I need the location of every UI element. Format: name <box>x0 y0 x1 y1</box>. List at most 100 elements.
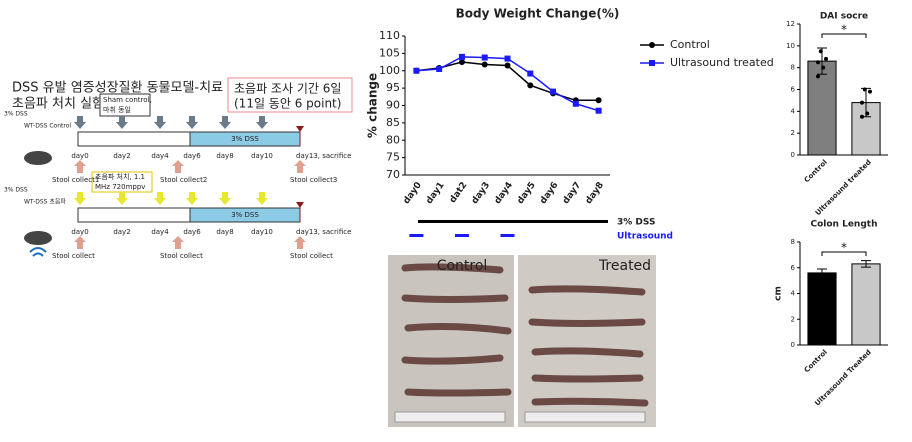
ultrasound-dash <box>500 234 515 237</box>
point <box>527 82 534 89</box>
y-axis-label: cm <box>774 286 784 301</box>
x-tick-label: day0 <box>402 180 424 206</box>
point <box>458 53 465 60</box>
dose-arrow <box>116 192 128 205</box>
y-tick-label: 2 <box>791 129 795 137</box>
point <box>413 67 420 74</box>
dose-arrow <box>74 192 86 205</box>
y-tick-label: 8 <box>791 64 795 72</box>
period-box <box>227 77 353 113</box>
ultrasound-icon <box>29 247 47 257</box>
diagram-title: 초음파 처치 실험 <box>12 97 104 112</box>
dose-arrow <box>219 192 231 205</box>
point <box>458 59 465 66</box>
ruler <box>394 411 506 423</box>
y-tick-label: 95 <box>386 81 400 94</box>
ultrasound-dash <box>409 234 424 237</box>
end-label: day13, sacrifice <box>296 228 351 236</box>
dose-arrow <box>186 192 198 205</box>
x-tick-label: day5 <box>516 180 538 206</box>
point <box>481 54 488 61</box>
significance-bracket <box>821 251 867 256</box>
y-tick-label: 6 <box>791 264 796 272</box>
annotation: 3% DSS <box>617 218 655 228</box>
x-tick-label: day3 <box>470 180 492 206</box>
stool-arrow <box>294 160 306 173</box>
point <box>504 62 511 69</box>
data-point <box>824 56 828 61</box>
day-label: day10 <box>251 228 273 236</box>
data-point <box>868 89 872 94</box>
y-tick-label: 2 <box>791 315 795 323</box>
dss-bar <box>418 220 608 223</box>
stool-label: Stool collect2 <box>160 176 207 184</box>
point <box>436 66 443 73</box>
data-point <box>818 49 823 54</box>
sham-text: Sham control, <box>103 96 152 104</box>
legend-label: Control <box>670 38 710 51</box>
mouse-icon <box>24 151 52 165</box>
dose-arrow <box>219 116 231 129</box>
point <box>595 107 602 114</box>
colon-samples <box>401 263 649 407</box>
day-label: day2 <box>113 228 130 236</box>
data-point <box>860 114 864 119</box>
y-tick-label: 6 <box>791 86 796 94</box>
bar <box>851 263 881 346</box>
y-axis-label: % change <box>366 73 380 138</box>
legend-marker <box>649 42 655 48</box>
stool-arrow <box>172 236 184 249</box>
ruler <box>524 411 646 423</box>
data-point <box>816 60 820 65</box>
y-tick-label: 85 <box>386 116 400 129</box>
x-tick-label: day7 <box>561 180 583 206</box>
significance-bracket <box>821 33 867 38</box>
x-tick-label: Control <box>803 158 829 184</box>
day-label: day10 <box>251 152 273 160</box>
x-tick-label: day6 <box>538 180 560 206</box>
data-point <box>821 65 826 70</box>
point <box>504 55 511 62</box>
ultrasound-text: MHz 720mppv <box>95 183 145 191</box>
y-tick-label: 4 <box>791 107 796 115</box>
day-label: day2 <box>113 152 130 160</box>
stool-label: Stool collect3 <box>290 176 337 184</box>
bar <box>807 272 837 346</box>
x-tick-label: day1 <box>424 180 446 206</box>
dss-label: 3% DSS <box>231 211 259 219</box>
dose-arrow <box>256 192 268 205</box>
annotation: Ultrasound <box>617 232 673 242</box>
point <box>572 100 579 107</box>
y-tick-label: 12 <box>786 20 795 28</box>
dss-label: 3% DSS <box>231 135 259 143</box>
chart-title: DAI socre <box>820 12 868 22</box>
y-tick-label: 0 <box>791 341 795 349</box>
stool-label: Stool collect1 <box>52 176 99 184</box>
y-tick-label: 70 <box>386 168 400 181</box>
legend-label: Ultrasound treated <box>670 56 774 69</box>
point <box>527 70 534 77</box>
bar <box>807 60 837 156</box>
group-label: WT-DSS 초음파 <box>24 198 66 206</box>
dose-arrow <box>154 192 166 205</box>
y-tick-label: 100 <box>379 64 400 77</box>
diagram-title: DSS 유발 염증성장질환 동물모델-치료 <box>12 81 223 96</box>
stool-arrow <box>74 236 86 249</box>
photo-label: Control <box>437 258 488 274</box>
day-label: day8 <box>216 152 233 160</box>
y-tick-label: 80 <box>386 133 400 146</box>
end-label: day13, sacrifice <box>296 152 351 160</box>
day-label: day8 <box>216 228 233 236</box>
y-tick-label: 110 <box>379 29 400 42</box>
day-label: day4 <box>151 228 169 236</box>
photo-control <box>388 255 514 427</box>
point <box>550 88 557 95</box>
y-tick-label: 105 <box>379 46 400 59</box>
day-label: day6 <box>183 152 201 160</box>
data-point <box>862 87 867 92</box>
error-bar <box>861 260 871 268</box>
photo-label: Treated <box>598 258 651 274</box>
sham-text: 마취 동일 <box>103 105 131 114</box>
y-tick-label: 75 <box>386 151 400 164</box>
